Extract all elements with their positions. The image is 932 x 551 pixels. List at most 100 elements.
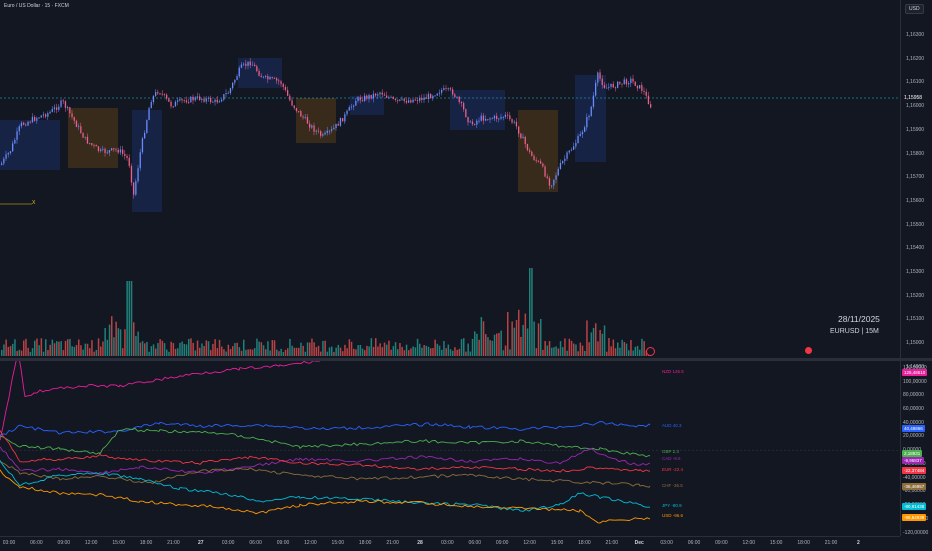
candle-body bbox=[408, 100, 410, 103]
strength-line-gbp bbox=[0, 427, 651, 458]
candle-body bbox=[375, 93, 377, 96]
volume-bar bbox=[291, 345, 293, 356]
volume-bar bbox=[194, 350, 197, 356]
pane-divider[interactable] bbox=[0, 358, 932, 361]
candle-body bbox=[599, 72, 601, 79]
candle-body bbox=[452, 89, 454, 95]
candle-body bbox=[95, 145, 97, 147]
currency-strength-chart[interactable] bbox=[0, 347, 900, 536]
price-tick: 1,15300 bbox=[906, 269, 925, 275]
volume-bar bbox=[335, 347, 337, 356]
candle-body bbox=[529, 150, 531, 152]
volume-bar bbox=[584, 350, 586, 356]
candle-body bbox=[617, 81, 619, 88]
candlestick-chart[interactable] bbox=[0, 0, 900, 358]
volume-bar bbox=[348, 339, 351, 356]
volume-bar bbox=[518, 309, 520, 356]
candle-body bbox=[51, 109, 53, 112]
price-chart-pane[interactable]: Euro / US Dollar · 15 · FXCM X 28/11/202… bbox=[0, 0, 900, 358]
candle-body bbox=[414, 99, 416, 101]
volume-bar bbox=[383, 342, 386, 356]
volume-bar bbox=[80, 345, 82, 356]
candle-body bbox=[502, 116, 504, 118]
candle-body bbox=[58, 106, 60, 110]
volume-bar bbox=[240, 350, 243, 356]
indicator-scale[interactable]: 120,00000 100,00000 80,00000 60,00000 40,000… bbox=[900, 361, 932, 536]
candle-body bbox=[467, 117, 469, 123]
volume-bar bbox=[18, 349, 21, 356]
volume-bar bbox=[1, 349, 3, 356]
volume-bar bbox=[25, 338, 27, 356]
volume-bar bbox=[342, 351, 344, 356]
strength-axis-label-gbp: 2,18931 bbox=[902, 450, 923, 457]
candle-body bbox=[614, 87, 617, 89]
candle-body bbox=[306, 117, 309, 124]
candle-body bbox=[498, 118, 500, 120]
volume-bar bbox=[12, 343, 14, 356]
candle-body bbox=[324, 132, 326, 135]
volume-bar bbox=[465, 351, 467, 356]
volume-bar bbox=[507, 311, 509, 356]
candle-body bbox=[229, 88, 232, 93]
volume-bar bbox=[445, 348, 447, 356]
currency-strength-pane[interactable]: NZD 125.5 AUD 40.3 GBP 2.3 CAD -9.6 EUR -22.… bbox=[0, 347, 900, 536]
volume-bar bbox=[636, 345, 639, 356]
candle-body bbox=[42, 114, 45, 116]
candle-body bbox=[254, 64, 256, 67]
volume-bar bbox=[234, 343, 236, 356]
candle-body bbox=[425, 97, 427, 99]
candle-body bbox=[148, 108, 150, 121]
candle-body bbox=[478, 120, 480, 122]
price-scale[interactable]: USD 1,16300 1,16200 1,16100 1,16000 1,15900 1… bbox=[900, 0, 932, 370]
volume-bar bbox=[608, 338, 610, 356]
event-marker-icon[interactable] bbox=[646, 347, 655, 356]
volume-bar bbox=[485, 334, 487, 356]
flag-icon[interactable] bbox=[805, 347, 812, 354]
candle-body bbox=[562, 161, 564, 164]
volume-bar bbox=[357, 345, 359, 356]
volume-bar bbox=[566, 350, 568, 356]
volume-bar bbox=[553, 347, 555, 356]
volume-bar bbox=[337, 344, 340, 356]
candle-body bbox=[298, 111, 300, 112]
volume-bar bbox=[412, 346, 414, 356]
candle-body bbox=[97, 146, 100, 151]
volume-bar bbox=[353, 348, 355, 356]
volume-bar bbox=[496, 333, 498, 356]
volume-bar bbox=[100, 346, 102, 356]
volume-bar bbox=[174, 348, 177, 356]
volume-bar bbox=[320, 351, 322, 356]
time-axis[interactable]: 03:00 06:00 09:00 12:00 15:00 18:00 21:00 27 03:… bbox=[0, 536, 900, 551]
volume-bar bbox=[58, 341, 60, 356]
volume-bar bbox=[456, 349, 458, 356]
time-tick: 06:00 bbox=[687, 540, 701, 546]
candle-body bbox=[247, 61, 249, 66]
candle-body bbox=[509, 115, 511, 120]
volume-bar bbox=[260, 342, 263, 356]
candle-body bbox=[172, 106, 174, 108]
candle-body bbox=[445, 88, 447, 89]
candle-body bbox=[163, 94, 166, 95]
candle-body bbox=[337, 123, 339, 126]
indicator-tick: 100,00000 bbox=[903, 378, 927, 385]
candle-body bbox=[419, 97, 421, 101]
candle-body bbox=[16, 131, 18, 140]
strength-label-jpy: JPY -80.9 bbox=[662, 503, 682, 508]
watermark-date: 28/11/2025 bbox=[838, 314, 880, 324]
candle-body bbox=[20, 122, 23, 127]
candle-body bbox=[469, 121, 471, 123]
candle-body bbox=[135, 181, 137, 195]
indicator-tick: -60,00000 bbox=[903, 488, 926, 495]
candle-body bbox=[29, 121, 31, 123]
time-tick: 27 bbox=[198, 540, 204, 546]
volume-bar bbox=[599, 329, 601, 356]
candle-body bbox=[124, 153, 126, 156]
candle-body bbox=[474, 124, 476, 126]
candle-body bbox=[379, 92, 381, 95]
candle-body bbox=[27, 121, 29, 126]
candle-body bbox=[335, 123, 337, 128]
currency-button[interactable]: USD bbox=[905, 4, 924, 14]
strength-label-gbp: GBP 2.3 bbox=[662, 449, 679, 454]
candle-body bbox=[3, 158, 5, 164]
candle-body bbox=[161, 93, 163, 95]
